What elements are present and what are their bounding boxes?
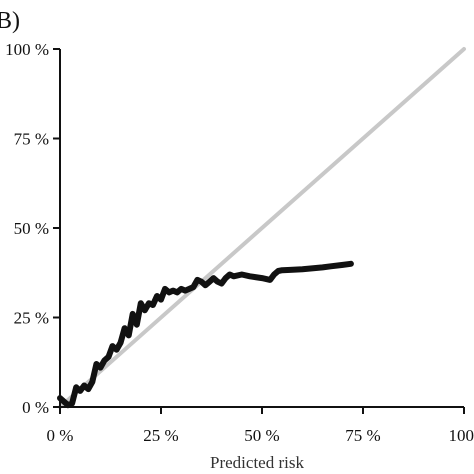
observed-line — [57, 260, 354, 409]
y-tick-label: 75 % — [14, 130, 49, 149]
reference-line — [58, 47, 466, 409]
x-tick-label: 0 % — [47, 426, 74, 445]
x-axis-title: Predicted risk — [210, 453, 304, 472]
x-tick-label: 25 % — [143, 426, 178, 445]
y-tick-label: 50 % — [14, 219, 49, 238]
y-tick-label: 25 % — [14, 309, 49, 328]
x-tick-label: 50 % — [244, 426, 279, 445]
x-tick-label: 100 — [449, 426, 474, 445]
plot-area: 0 % 25 % 50 % 75 % 100 % 0 % 25 % 50 % 75 % 100 — [5, 40, 474, 445]
panel-label: B) — [0, 8, 20, 34]
y-tick-label: 100 % — [5, 40, 49, 59]
x-tick-label: 75 % — [345, 426, 380, 445]
y-tick-label: 0 % — [22, 398, 49, 417]
